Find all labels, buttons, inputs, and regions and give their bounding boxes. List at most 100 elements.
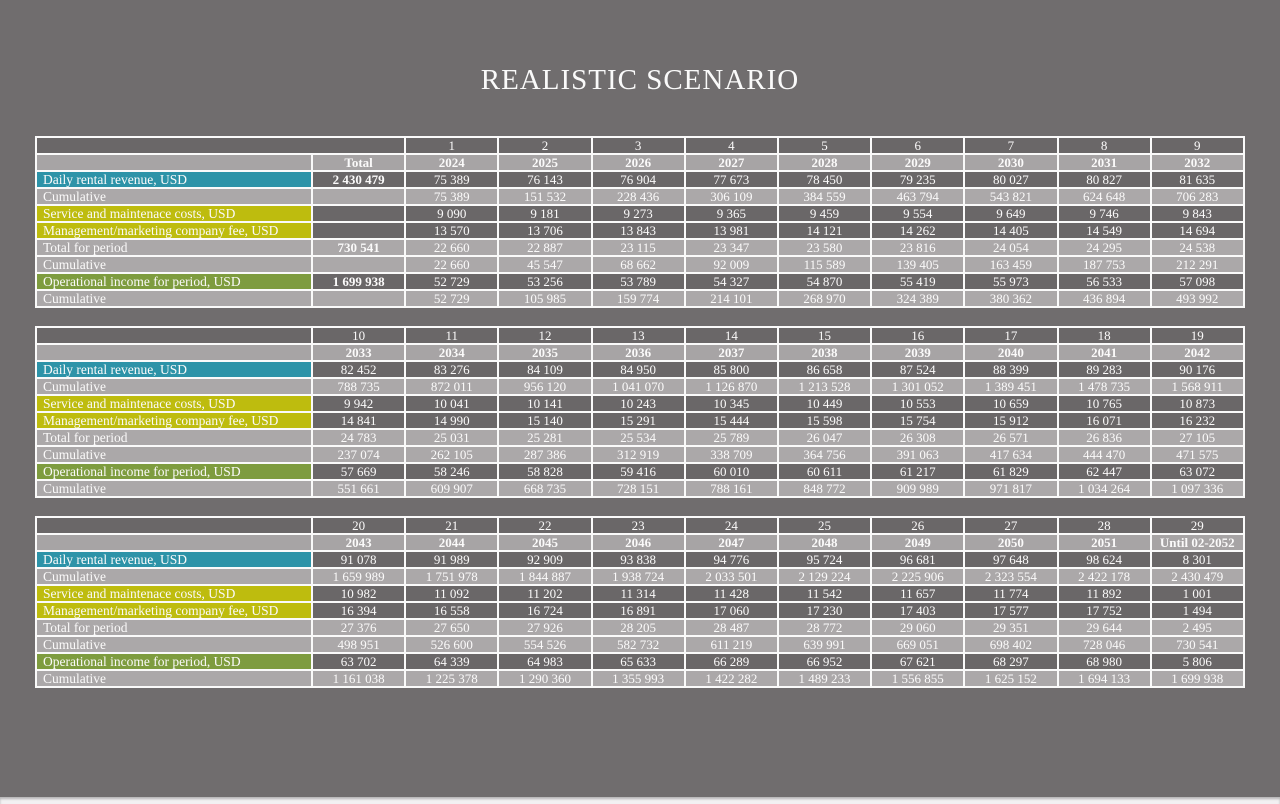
year-header-cell: Until 02-2052	[1149, 533, 1245, 552]
row-label-cell: Cumulative	[35, 567, 313, 586]
data-cell: 1 001	[1149, 584, 1245, 603]
data-cell: 10 243	[590, 394, 686, 413]
data-cell: 1 625 152	[963, 669, 1059, 688]
data-cell: 13 706	[497, 221, 593, 240]
data-cell: 68 662	[590, 255, 686, 274]
scenario-tables: 1 2 3 4 5 6 7 8 9 Total 2024 2025 2026 2027 2028 2029 20…	[34, 136, 1245, 706]
data-cell: 139 405	[870, 255, 966, 274]
data-cell: 27 376	[310, 618, 407, 637]
data-cell: 56 533	[1056, 272, 1152, 291]
viewer-bottom-edge	[0, 797, 1280, 804]
data-cell: 848 772	[776, 479, 873, 498]
year-header-cell: 2044	[404, 533, 500, 552]
period-number-cell: 29	[1149, 516, 1245, 535]
data-cell: 87 524	[870, 360, 966, 379]
data-cell: 15 912	[963, 411, 1059, 430]
data-row: Daily rental revenue, USD 82 452 83 276 84 …	[35, 360, 1245, 379]
data-cell: 639 991	[776, 635, 873, 654]
data-cell: 45 547	[497, 255, 593, 274]
data-cell: 212 291	[1149, 255, 1245, 274]
data-row: Management/marketing company fee, USD 16 …	[35, 601, 1245, 620]
data-cell: 65 633	[590, 652, 686, 671]
year-header-cell: 2035	[497, 343, 593, 362]
data-cell: 13 570	[404, 221, 500, 240]
year-header-cell: 2045	[497, 533, 593, 552]
scenario-table-periods-10-19: 10 11 12 13 14 15 16 17 18 19 2033 2034 2035 2036 2037…	[35, 326, 1245, 498]
data-cell: 60 611	[776, 462, 873, 481]
data-cell: 16 558	[404, 601, 500, 620]
data-cell: 159 774	[590, 289, 686, 308]
data-cell: 11 774	[963, 584, 1059, 603]
data-cell: 26 571	[963, 428, 1059, 447]
data-cell: 788 161	[683, 479, 779, 498]
data-row: Cumulative 52 729 105 985 159 774 214 101 268…	[35, 289, 1245, 308]
data-cell: 25 789	[683, 428, 779, 447]
data-cell: 62 447	[1056, 462, 1152, 481]
data-cell: 10 659	[963, 394, 1059, 413]
data-cell: 2 422 178	[1056, 567, 1152, 586]
period-number-cell: 15	[776, 326, 873, 345]
row-label-cell: Cumulative	[35, 377, 313, 396]
data-cell: 24 295	[1056, 238, 1152, 257]
data-cell: 55 973	[963, 272, 1059, 291]
row-label-cell: Daily rental revenue, USD	[35, 170, 313, 189]
data-row: Cumulative 237 074 262 105 287 386 312 919 33…	[35, 445, 1245, 464]
data-cell: 27 650	[404, 618, 500, 637]
data-cell: 22 660	[404, 238, 500, 257]
data-cell: 63 702	[310, 652, 407, 671]
data-cell: 63 072	[1149, 462, 1245, 481]
data-cell: 81 635	[1149, 170, 1245, 189]
data-cell: 92 909	[497, 550, 593, 569]
data-cell: 526 600	[404, 635, 500, 654]
total-value-cell	[310, 187, 407, 206]
year-header-row: 2033 2034 2035 2036 2037 2038 2039 2040 2041 2042	[35, 343, 1245, 362]
year-header-cell: 2050	[963, 533, 1059, 552]
data-cell: 214 101	[683, 289, 779, 308]
data-cell: 364 756	[776, 445, 873, 464]
data-cell: 26 308	[870, 428, 966, 447]
data-cell: 16 232	[1149, 411, 1245, 430]
year-header-cell: 2033	[310, 343, 407, 362]
data-row: Cumulative 1 161 038 1 225 378 1 290 360 1 3…	[35, 669, 1245, 688]
year-header-cell: 2028	[776, 153, 873, 172]
data-cell: 5 806	[1149, 652, 1245, 671]
total-value-cell: 1 699 938	[310, 272, 407, 291]
data-row: Total for period 27 376 27 650 27 926 28 205…	[35, 618, 1245, 637]
period-number-cell: 4	[683, 136, 779, 155]
data-cell: 58 828	[497, 462, 593, 481]
year-header-cell: 2025	[497, 153, 593, 172]
data-cell: 97 648	[963, 550, 1059, 569]
period-number-cell: 3	[590, 136, 686, 155]
data-cell: 306 109	[683, 187, 779, 206]
year-header-cell: 2051	[1056, 533, 1152, 552]
data-cell: 10 982	[310, 584, 407, 603]
data-cell: 59 416	[590, 462, 686, 481]
data-cell: 61 217	[870, 462, 966, 481]
data-cell: 17 752	[1056, 601, 1152, 620]
data-cell: 11 428	[683, 584, 779, 603]
data-cell: 436 894	[1056, 289, 1152, 308]
data-cell: 706 283	[1149, 187, 1245, 206]
data-cell: 15 140	[497, 411, 593, 430]
data-row: Service and maintenace costs, USD 9 090 9 …	[35, 204, 1245, 223]
period-number-row: 20 21 22 23 24 25 26 27 28 29	[35, 516, 1245, 535]
data-cell: 66 289	[683, 652, 779, 671]
data-cell: 1 844 887	[497, 567, 593, 586]
year-header-cell: 2047	[683, 533, 779, 552]
data-row: Cumulative 551 661 609 907 668 735 728 151 78…	[35, 479, 1245, 498]
data-cell: 52 729	[404, 272, 500, 291]
data-cell: 1 041 070	[590, 377, 686, 396]
data-cell: 1 568 911	[1149, 377, 1245, 396]
data-cell: 1 494	[1149, 601, 1245, 620]
row-label-cell: Total for period	[35, 238, 313, 257]
data-cell: 83 276	[404, 360, 500, 379]
data-cell: 1 938 724	[590, 567, 686, 586]
period-number-cell: 17	[963, 326, 1059, 345]
data-row: Cumulative 498 951 526 600 554 526 582 732 61…	[35, 635, 1245, 654]
data-cell: 80 827	[1056, 170, 1152, 189]
data-cell: 551 661	[310, 479, 407, 498]
data-cell: 1 034 264	[1056, 479, 1152, 498]
data-cell: 1 751 978	[404, 567, 500, 586]
year-header-cell: 2043	[310, 533, 407, 552]
